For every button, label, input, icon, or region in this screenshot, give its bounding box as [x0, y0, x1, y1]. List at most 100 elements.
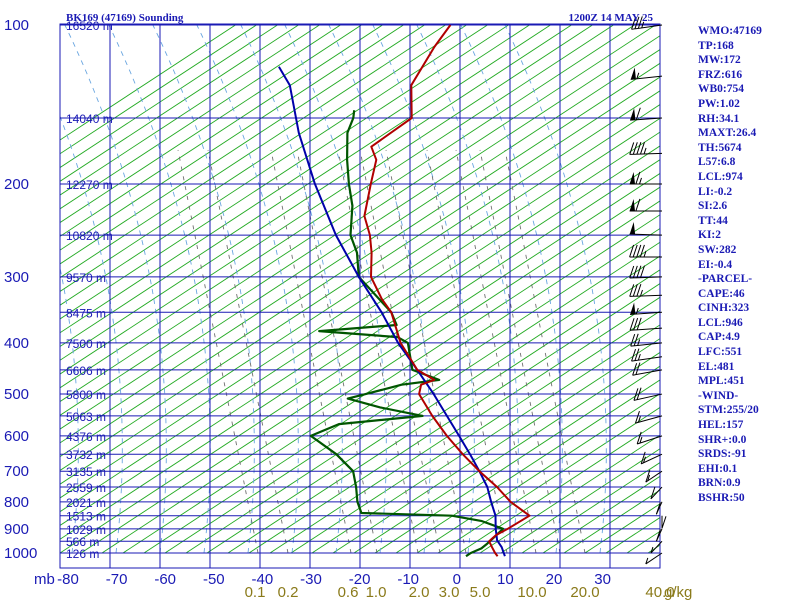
wind-barb [645, 552, 663, 565]
wind-barb [631, 16, 663, 30]
wind-barb-feather [632, 363, 638, 376]
mixing-ratio-line [385, 149, 467, 554]
wind-barb-staff [640, 453, 663, 465]
wind-barb-half-feather [641, 21, 645, 29]
mixing-ratio-label: 0.6 [338, 584, 359, 600]
wind-barb-feather [636, 317, 642, 330]
height-label: 12270 m [66, 178, 113, 192]
height-label: 7500 m [66, 337, 106, 351]
index-item: SHR+:0.0 [698, 433, 747, 446]
wind-barb-feather [633, 333, 639, 346]
wind-barb-staff [630, 342, 663, 347]
index-item: CINH:323 [698, 302, 750, 315]
index-item: BRN:0.9 [698, 477, 741, 490]
wind-barb-half-feather [643, 250, 647, 258]
wind-barb-feather [629, 265, 635, 279]
index-item: WMO:47169 [698, 25, 762, 37]
dry-adiabat-line [60, 35, 660, 430]
wind-barb-pennant [630, 302, 636, 315]
grid-lines [59, 23, 661, 569]
temperature-profile-line [363, 24, 531, 557]
mixing-ratio-label: 0.1 [245, 584, 266, 600]
wind-barb-pennant [629, 222, 636, 235]
index-item: TH:5674 [698, 141, 742, 154]
wind-barb-half-feather [645, 557, 649, 565]
mixing-ratio-line [207, 149, 289, 554]
temperature-tick-label: -30 [300, 571, 322, 588]
wind-barb [633, 387, 663, 401]
index-item: LCL:974 [698, 170, 743, 183]
dry-adiabat-line [60, 24, 469, 292]
wind-barb [630, 107, 663, 121]
temperature-tick-label: -50 [203, 571, 225, 588]
dry-adiabat-line [60, 24, 259, 155]
wind-barb-half-feather [643, 147, 647, 155]
wind-barb [636, 431, 663, 445]
pressure-label: 100 [4, 17, 29, 34]
wind-barb [645, 469, 663, 483]
wind-barb-feather [629, 284, 635, 297]
mixing-ratio-line [359, 149, 441, 554]
mixing-ratio-label: 40.0 [645, 584, 674, 600]
wind-barbs [629, 16, 667, 565]
temperature-tick-label: 20 [546, 571, 563, 588]
temperature-tick-label: -20 [349, 571, 371, 588]
wind-barb-half-feather [640, 289, 643, 297]
wind-barb [629, 317, 663, 331]
wind-barb-staff [637, 435, 663, 445]
pressure-label: 800 [4, 494, 29, 511]
index-item: EL:481 [698, 360, 735, 373]
wind-barb [640, 451, 663, 465]
wind-barb-half-feather [639, 436, 643, 444]
dry-adiabat-line [60, 24, 511, 320]
index-item: SW:282 [698, 243, 737, 256]
wind-barb-pennant [630, 108, 636, 121]
dry-adiabat-line [60, 24, 532, 334]
wind-barb-feather [636, 244, 642, 258]
index-item: LCL:946 [698, 316, 743, 329]
index-item: PW:1.02 [698, 97, 740, 110]
wind-barb-feather [645, 469, 651, 483]
wind-barb-feather [661, 516, 667, 529]
index-item: TT:44 [698, 214, 728, 227]
mixing-ratio-line [455, 149, 537, 554]
temperature-tick-label: 0 [453, 571, 461, 588]
moist-adiabat-line [328, 24, 431, 554]
wind-barb-half-feather [647, 474, 651, 482]
wind-barb-half-feather [637, 339, 641, 346]
wind-barb-feather [631, 348, 637, 362]
index-item: TP:168 [698, 39, 734, 52]
index-item: -PARCEL- [698, 273, 753, 286]
wind-barb [629, 244, 662, 258]
wind-barb-feather [632, 244, 638, 258]
parcel-profile-line [278, 66, 506, 557]
wind-barb [655, 501, 663, 515]
wind-barb-feather [640, 141, 645, 155]
mixing-ratio-line [270, 149, 352, 554]
dry-adiabat-line [60, 24, 343, 210]
index-item: KI:2 [698, 229, 721, 242]
pressure-label: 500 [4, 386, 29, 403]
wind-barb-half-feather [639, 177, 642, 185]
height-label: 566 m [66, 535, 99, 549]
wind-barb-feather [636, 142, 642, 155]
wind-barb-feather [636, 283, 642, 297]
wind-barb-half-feather [636, 72, 640, 79]
dry-adiabat-line [60, 24, 385, 237]
temperature-tick-label: -60 [154, 571, 176, 588]
dry-adiabat-line [60, 24, 490, 306]
dry-adiabat-line [60, 24, 574, 361]
wind-barb-staff [650, 540, 663, 554]
pressure-label: 600 [4, 428, 29, 445]
mixing-ratio-label: 0.2 [278, 584, 299, 600]
height-label: 3135 m [66, 465, 106, 479]
wind-barb [631, 348, 663, 362]
temperature-tick-label: -40 [252, 571, 274, 588]
temperature-tick-label: 30 [594, 571, 611, 588]
mixing-ratio-label: 10.0 [517, 584, 546, 600]
height-label: 14040 m [66, 112, 113, 126]
wind-barb [632, 362, 663, 376]
wind-barb [629, 171, 662, 185]
dry-adiabat-line [60, 24, 427, 265]
